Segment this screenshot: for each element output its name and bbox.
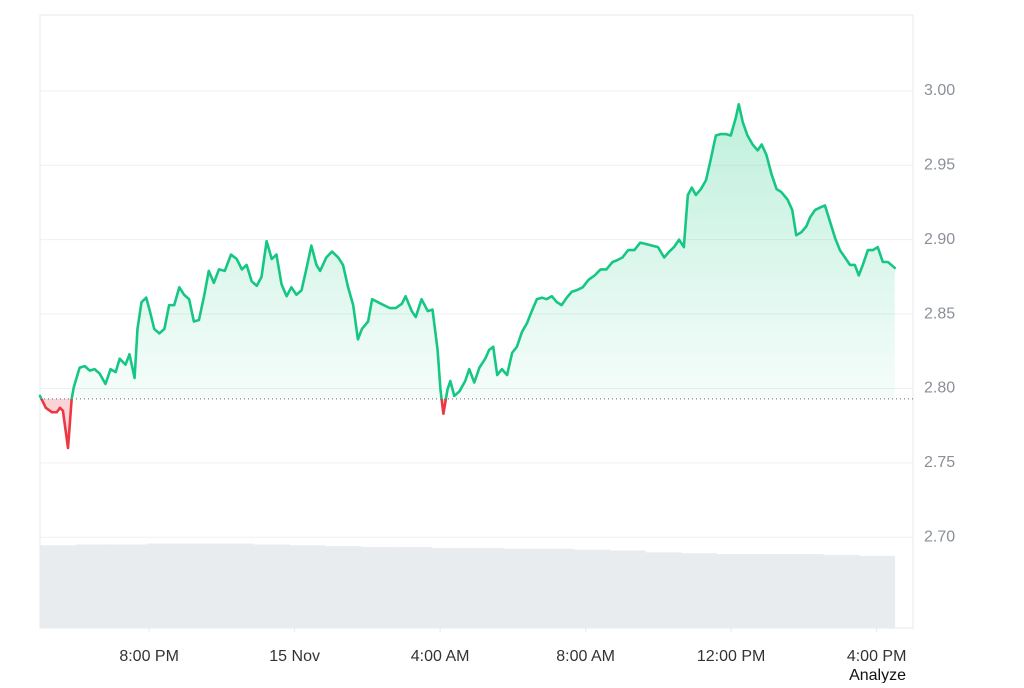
- y-tick-label: 2.70: [924, 528, 955, 545]
- volume-bar: [609, 550, 646, 628]
- volume-bar: [787, 554, 824, 628]
- volume-bar: [253, 544, 290, 628]
- x-tick-label: 8:00 PM: [119, 648, 179, 665]
- volume-bar: [467, 547, 504, 628]
- y-tick-label: 3.00: [924, 82, 955, 99]
- volume-bar: [823, 554, 860, 628]
- volume-bar: [360, 547, 397, 628]
- volume-bar: [324, 546, 361, 628]
- volume-bar: [752, 554, 789, 628]
- volume-bar: [75, 544, 112, 628]
- analyze-link[interactable]: Analyze: [849, 667, 906, 684]
- volume-bar: [716, 554, 753, 628]
- x-tick-label: 8:00 AM: [556, 648, 615, 665]
- y-tick-label: 2.80: [924, 380, 955, 397]
- volume-bar: [289, 545, 326, 628]
- volume-bar: [111, 544, 148, 628]
- volume-bar: [182, 543, 219, 628]
- y-tick-label: 2.75: [924, 454, 955, 471]
- volume-bar: [538, 548, 575, 628]
- price-area: [40, 104, 895, 448]
- y-tick-label: 2.95: [924, 156, 955, 173]
- y-tick-label: 2.90: [924, 231, 955, 248]
- x-tick-label: 12:00 PM: [697, 648, 765, 665]
- volume-bar: [859, 555, 896, 628]
- price-line: [38, 102, 897, 450]
- volume-bar: [40, 545, 76, 628]
- x-tick-label: 15 Nov: [269, 648, 320, 665]
- y-tick-label: 2.85: [924, 305, 955, 322]
- volume-bar: [396, 547, 433, 628]
- volume-bar: [645, 552, 682, 628]
- volume-bar: [431, 547, 468, 628]
- volume-bar: [681, 553, 718, 628]
- volume-bar: [146, 543, 183, 628]
- volume-bar: [218, 543, 255, 628]
- x-tick-label: 4:00 PM: [847, 648, 907, 665]
- volume-bar: [503, 548, 539, 628]
- volume-bar: [574, 549, 611, 628]
- x-tick-label: 4:00 AM: [411, 648, 470, 665]
